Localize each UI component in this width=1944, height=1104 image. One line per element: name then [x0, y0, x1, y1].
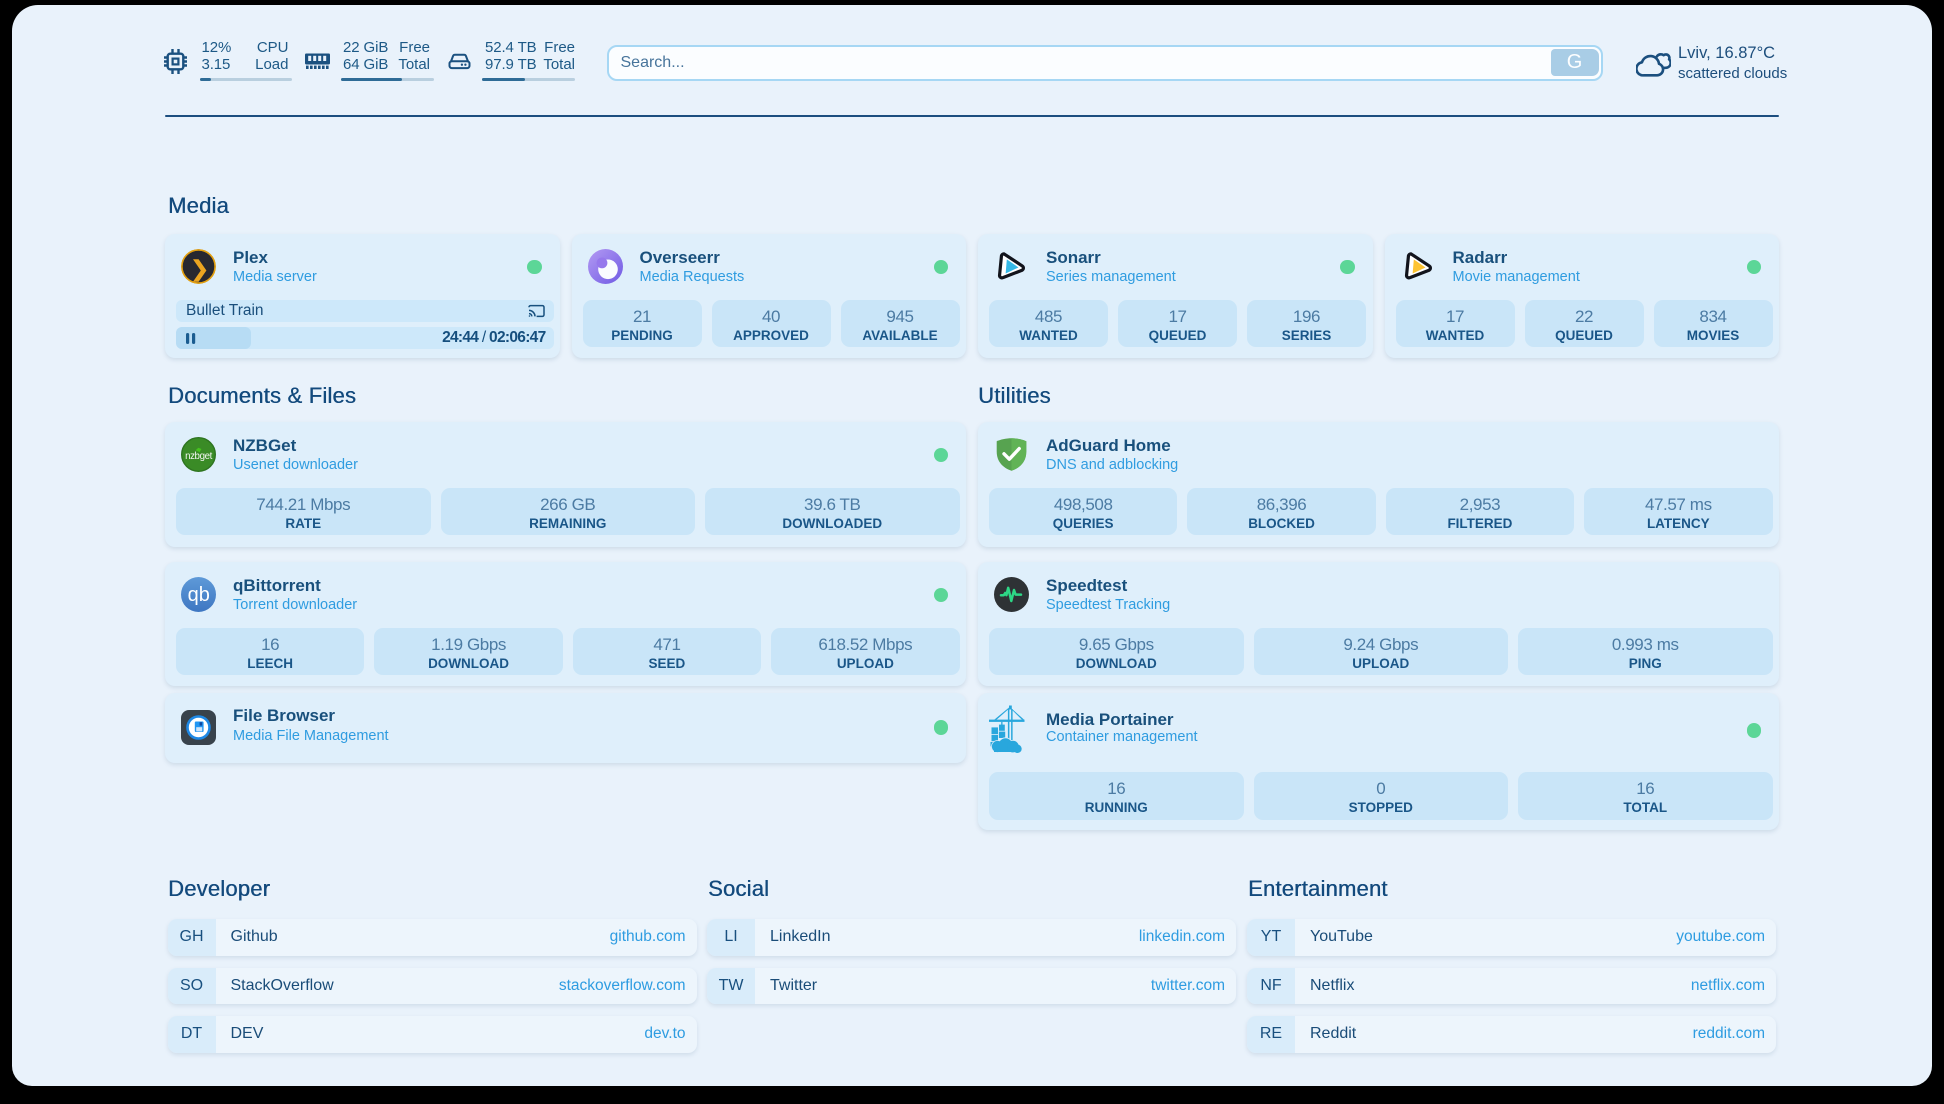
svg-text:qb: qb [188, 584, 210, 606]
svg-text:nzbget: nzbget [185, 451, 213, 462]
